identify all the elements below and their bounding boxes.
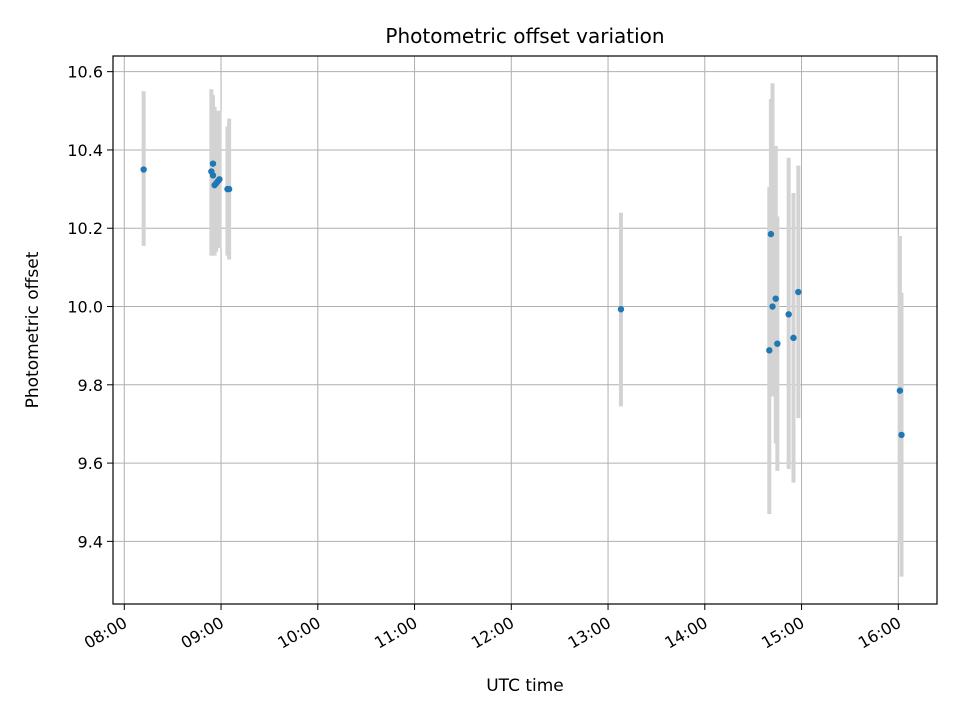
data-point xyxy=(767,230,775,238)
y-tick-label: 10.6 xyxy=(67,63,103,82)
data-point xyxy=(140,166,147,173)
x-axis-label: UTC time xyxy=(486,676,564,696)
data-point xyxy=(209,172,217,179)
data-point xyxy=(209,160,217,167)
data-point xyxy=(774,340,781,347)
y-axis-ticks: 9.4 9.6 9.8 10.0 10.2 10.4 10.6 xyxy=(67,63,113,551)
y-tick-label: 10.2 xyxy=(67,219,103,238)
data-point xyxy=(769,303,776,310)
data-point xyxy=(766,347,773,354)
y-tick-label: 9.8 xyxy=(78,376,103,395)
data-point xyxy=(896,387,904,394)
y-tick-label: 10.4 xyxy=(67,141,103,160)
chart-title: Photometric offset variation xyxy=(385,24,664,48)
data-point xyxy=(785,311,792,318)
data-point xyxy=(216,176,223,183)
y-tick-label: 10.0 xyxy=(67,298,103,317)
data-point xyxy=(225,185,233,193)
y-tick-label: 9.6 xyxy=(78,454,103,473)
y-tick-label: 9.4 xyxy=(78,532,103,551)
data-point xyxy=(898,431,905,439)
y-axis-label: Photometric offset xyxy=(23,251,43,408)
data-point xyxy=(790,334,797,342)
data-points xyxy=(140,160,905,439)
data-point xyxy=(795,288,802,296)
data-point xyxy=(772,295,779,302)
plot-frame xyxy=(112,55,938,605)
data-point xyxy=(617,306,625,313)
grid xyxy=(113,56,937,604)
